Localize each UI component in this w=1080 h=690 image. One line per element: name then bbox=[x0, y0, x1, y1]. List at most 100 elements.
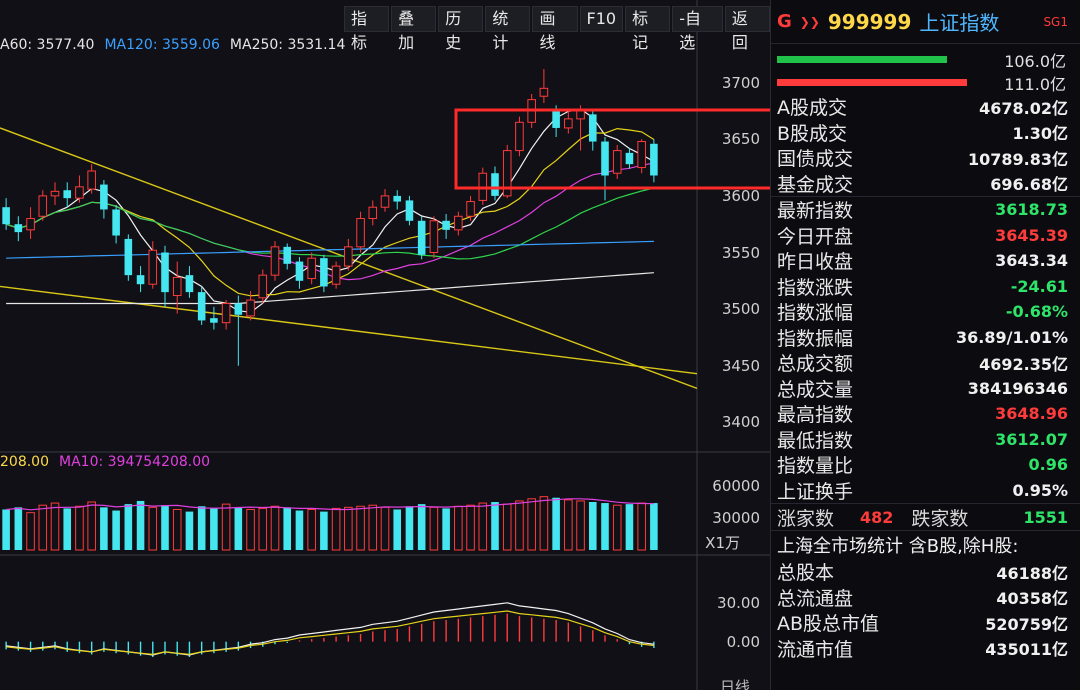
trade-value: 696.68亿 bbox=[990, 175, 1068, 195]
ma30-line bbox=[5, 187, 655, 260]
candle-body bbox=[258, 274, 268, 299]
candle-body bbox=[491, 173, 499, 196]
stats-label: 总成交量 bbox=[777, 378, 854, 401]
candle-body bbox=[14, 224, 23, 233]
index-code: 999999 bbox=[827, 9, 912, 34]
toolbar-button-4[interactable]: 画线 bbox=[532, 6, 578, 52]
stats-value: 3612.07 bbox=[995, 429, 1068, 449]
advance-decline: 涨家数 482 跌家数 1551 bbox=[771, 503, 1080, 531]
candle-body bbox=[161, 252, 169, 293]
toolbar-button-6[interactable]: 标记 bbox=[625, 6, 671, 52]
trade-value: 1.30亿 bbox=[1012, 124, 1068, 144]
toolbar-button-0[interactable]: 指标 bbox=[344, 6, 390, 52]
stats-label: 总成交额 bbox=[777, 353, 854, 376]
sg-badge[interactable]: SG1 bbox=[1043, 14, 1068, 29]
candle-body bbox=[100, 184, 108, 210]
ma5-line bbox=[5, 108, 655, 313]
toolbar-button-8[interactable]: 返回 bbox=[724, 6, 771, 52]
toolbar-button-2[interactable]: 历史 bbox=[438, 6, 484, 52]
volume-bar bbox=[210, 508, 218, 550]
period-label: 日线 bbox=[719, 678, 750, 690]
sell-bar-value: 111.0亿 bbox=[1004, 74, 1066, 94]
candle-body bbox=[625, 152, 634, 165]
volume-bar bbox=[417, 504, 426, 550]
trade-label: 基金成交 bbox=[777, 173, 854, 196]
toolbar-button-7[interactable]: -自选 bbox=[672, 6, 723, 52]
toolbar-button-1[interactable]: 叠加 bbox=[391, 6, 437, 52]
candle-body bbox=[588, 114, 597, 142]
stats-value: 384196346 bbox=[967, 378, 1068, 398]
volume-bar bbox=[87, 501, 96, 551]
price-tick-label: 3400 bbox=[721, 413, 760, 432]
trade-row: 基金成交 696.68亿 bbox=[771, 171, 1080, 197]
volume-bar bbox=[429, 506, 439, 551]
candle-body bbox=[234, 303, 243, 315]
stats-label: 指数涨跌 bbox=[777, 276, 854, 299]
candle-body bbox=[344, 246, 353, 267]
candle-body bbox=[356, 218, 365, 248]
volume-bar bbox=[221, 503, 231, 551]
volume-bar bbox=[442, 508, 450, 550]
volume-bar bbox=[172, 508, 182, 551]
stats-label: 最低指数 bbox=[777, 429, 854, 452]
panel-header: G ❯❯ 999999 上证指数 SG1 bbox=[771, 0, 1080, 44]
ma20-line bbox=[5, 162, 655, 281]
stats-row: 上证换手 0.95% bbox=[771, 478, 1080, 504]
volume-bar bbox=[148, 506, 158, 551]
toolbar: 指标 叠加 历史 统计 画线 F10 标记 -自选 返回 bbox=[344, 6, 771, 52]
stats-label: 今日开盘 bbox=[777, 225, 854, 248]
price-tick-label: 3500 bbox=[721, 300, 760, 319]
candle-body bbox=[75, 186, 84, 199]
volume-bar bbox=[246, 508, 255, 551]
price-tick-label: 3600 bbox=[721, 186, 760, 205]
volume-unit-label: X1万 bbox=[705, 534, 740, 552]
trendline-lower bbox=[0, 285, 698, 375]
volume-bar bbox=[478, 502, 488, 551]
candle-body bbox=[429, 220, 439, 253]
stats-row: 今日开盘 3645.39 bbox=[771, 223, 1080, 249]
kline-chart[interactable] bbox=[0, 0, 770, 690]
highlight-box bbox=[454, 108, 770, 190]
stats-row: 昨日收盘 3643.34 bbox=[771, 248, 1080, 274]
candle-body bbox=[552, 110, 560, 128]
toolbar-button-3[interactable]: 统计 bbox=[485, 6, 531, 52]
trade-label: B股成交 bbox=[777, 122, 848, 145]
stats-value: 3648.96 bbox=[995, 404, 1068, 424]
down-count: 1551 bbox=[1023, 507, 1068, 527]
candle-body bbox=[466, 201, 475, 217]
price-tick-label: 3700 bbox=[721, 73, 760, 92]
volume-bar bbox=[344, 506, 353, 551]
volume-bar bbox=[112, 510, 120, 550]
stats-label: 指数量比 bbox=[777, 455, 854, 478]
volume-bar bbox=[564, 499, 573, 551]
stats-row: 指数量比 0.96 bbox=[771, 452, 1080, 478]
volume-bar bbox=[320, 511, 328, 550]
stats-value: 0.96 bbox=[1028, 455, 1068, 475]
volume-bar bbox=[380, 506, 390, 551]
candle-body bbox=[270, 246, 280, 276]
stats-value: 36.89/1.01% bbox=[956, 327, 1068, 347]
price-tick-label: 3450 bbox=[721, 356, 760, 375]
toolbar-button-5[interactable]: F10 bbox=[579, 6, 624, 32]
candle-body bbox=[320, 258, 328, 287]
buy-bar-value: 106.0亿 bbox=[1004, 51, 1066, 71]
candle-body bbox=[612, 150, 622, 174]
candle-body bbox=[637, 141, 646, 169]
volume-bar bbox=[466, 504, 475, 551]
volume-bar bbox=[197, 506, 206, 550]
candle-body bbox=[393, 195, 402, 202]
chart-area[interactable]: 指标 叠加 历史 统计 画线 F10 标记 -自选 返回 A60: 3577.40 MA120: … bbox=[0, 0, 771, 690]
candle-body bbox=[63, 190, 72, 199]
ma120-line bbox=[6, 240, 654, 259]
chevron-right-icon[interactable]: ❯❯ bbox=[799, 14, 820, 29]
candle-body bbox=[210, 318, 218, 323]
candle-body bbox=[185, 275, 194, 293]
candle-body bbox=[136, 275, 145, 285]
candle-body bbox=[454, 215, 463, 231]
candle-body bbox=[405, 200, 414, 221]
macd-dea-line bbox=[6, 610, 654, 656]
market-label: AB股总市值 bbox=[777, 613, 880, 636]
ma-legend: A60: 3577.40 MA120: 3559.06 MA250: 3531.14 bbox=[0, 37, 355, 53]
volume-ma-line bbox=[6, 498, 654, 511]
candle-body bbox=[380, 195, 390, 208]
